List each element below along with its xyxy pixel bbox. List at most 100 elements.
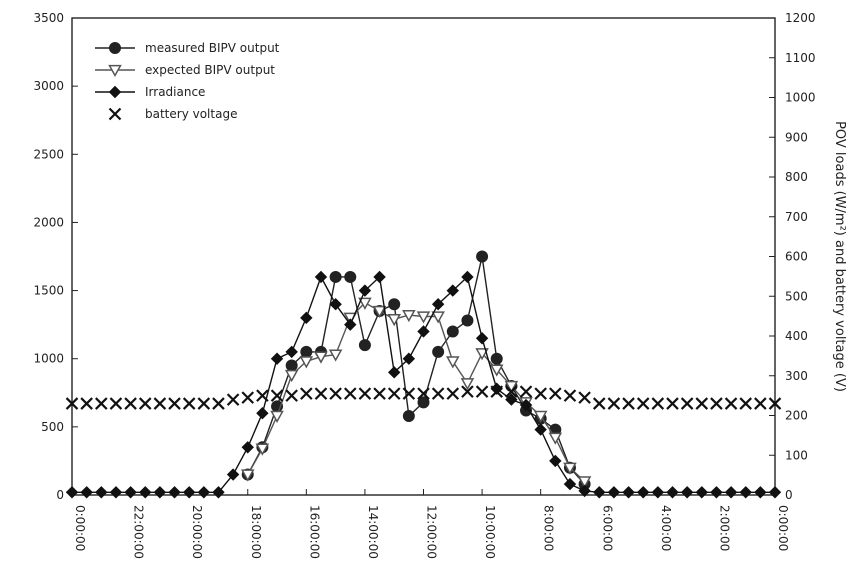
x-tick-label: 16:00:00 [307, 505, 321, 559]
data-point [417, 396, 430, 409]
left-tick-label: 2000 [33, 215, 64, 229]
data-point [197, 397, 211, 410]
data-point [431, 297, 445, 311]
data-point [417, 387, 430, 400]
data-point [607, 397, 621, 410]
data-point [300, 311, 313, 325]
data-point [80, 397, 93, 410]
data-point [724, 397, 738, 410]
data-point [314, 387, 328, 400]
data-point [284, 369, 299, 383]
data-point [431, 387, 445, 400]
data-point [168, 486, 181, 499]
data-point [607, 486, 621, 499]
data-point [432, 345, 445, 358]
right-tick-label: 600 [785, 250, 808, 264]
legend-label: measured BIPV output [145, 41, 280, 55]
right-tick-label: 200 [785, 409, 808, 423]
data-point [549, 387, 562, 400]
data-point [285, 389, 298, 402]
data-point [372, 305, 387, 319]
data-point [358, 387, 372, 400]
data-point [431, 311, 445, 324]
data-point [622, 397, 635, 410]
series-group [65, 250, 782, 499]
left-axis-ticks: 0 500 1000 1500 2000 2500 3000 3500 [33, 11, 78, 502]
data-point [329, 270, 342, 283]
data-point [578, 484, 591, 498]
data-point [489, 364, 504, 377]
data-point [65, 397, 79, 410]
right-tick-label: 0 [785, 488, 793, 502]
legend-marker [109, 42, 121, 54]
data-point [402, 309, 416, 323]
data-point [373, 387, 386, 400]
data-point [475, 332, 489, 345]
data-point [476, 250, 489, 263]
legend: measured BIPV output expected BIPV output… [95, 41, 280, 121]
data-point [578, 391, 591, 404]
data-point [666, 397, 679, 410]
left-tick-label: 500 [41, 420, 64, 434]
data-point [109, 486, 123, 499]
right-tick-label: 700 [785, 210, 808, 224]
data-point [182, 397, 196, 410]
x-tick-label: 8:00:00 [542, 505, 556, 551]
data-point [109, 397, 123, 410]
data-point [519, 385, 533, 398]
x-tick-label: 10:00:00 [483, 505, 497, 559]
data-point [739, 397, 752, 410]
series-3 [65, 385, 782, 410]
data-point [519, 398, 533, 412]
data-point [402, 409, 415, 422]
right-tick-label: 800 [785, 170, 808, 184]
data-point [563, 462, 577, 475]
data-point [768, 397, 782, 410]
data-point [461, 270, 474, 284]
data-point [300, 387, 313, 400]
x-tick-label: 12:00:00 [425, 505, 439, 559]
data-point [212, 397, 225, 410]
data-point [534, 423, 547, 436]
x-tick-label: 6:00:00 [600, 505, 614, 551]
data-point [373, 270, 386, 284]
data-point [197, 486, 211, 499]
data-point [446, 387, 460, 400]
data-point [593, 486, 606, 499]
data-point [212, 486, 225, 499]
data-point [182, 486, 196, 499]
data-point [387, 314, 401, 327]
data-point [256, 389, 269, 402]
data-point [651, 397, 665, 410]
data-point [153, 397, 167, 410]
data-point [328, 349, 343, 362]
data-point [416, 311, 431, 324]
x-tick-label: 2:00:00 [717, 505, 731, 551]
data-point [505, 385, 518, 398]
right-tick-label: 400 [785, 329, 808, 343]
data-point [402, 352, 416, 365]
right-tick-label: 900 [785, 130, 808, 144]
data-point [226, 468, 240, 481]
data-point [504, 380, 519, 394]
data-point [270, 352, 284, 365]
data-point [153, 486, 167, 499]
data-point [651, 486, 665, 499]
right-tick-label: 1100 [785, 51, 816, 65]
data-point [329, 387, 342, 400]
data-point [446, 284, 459, 297]
x-tick-label: 4:00:00 [659, 505, 673, 551]
data-point [226, 393, 240, 406]
legend-label: expected BIPV output [145, 63, 275, 77]
data-point [548, 432, 563, 445]
data-point [724, 486, 738, 499]
data-point [240, 469, 255, 482]
data-point [329, 297, 342, 311]
series-2 [65, 270, 782, 499]
data-point [80, 486, 93, 499]
data-point [534, 387, 547, 400]
right-tick-label: 1200 [785, 11, 816, 25]
data-point [475, 385, 489, 398]
